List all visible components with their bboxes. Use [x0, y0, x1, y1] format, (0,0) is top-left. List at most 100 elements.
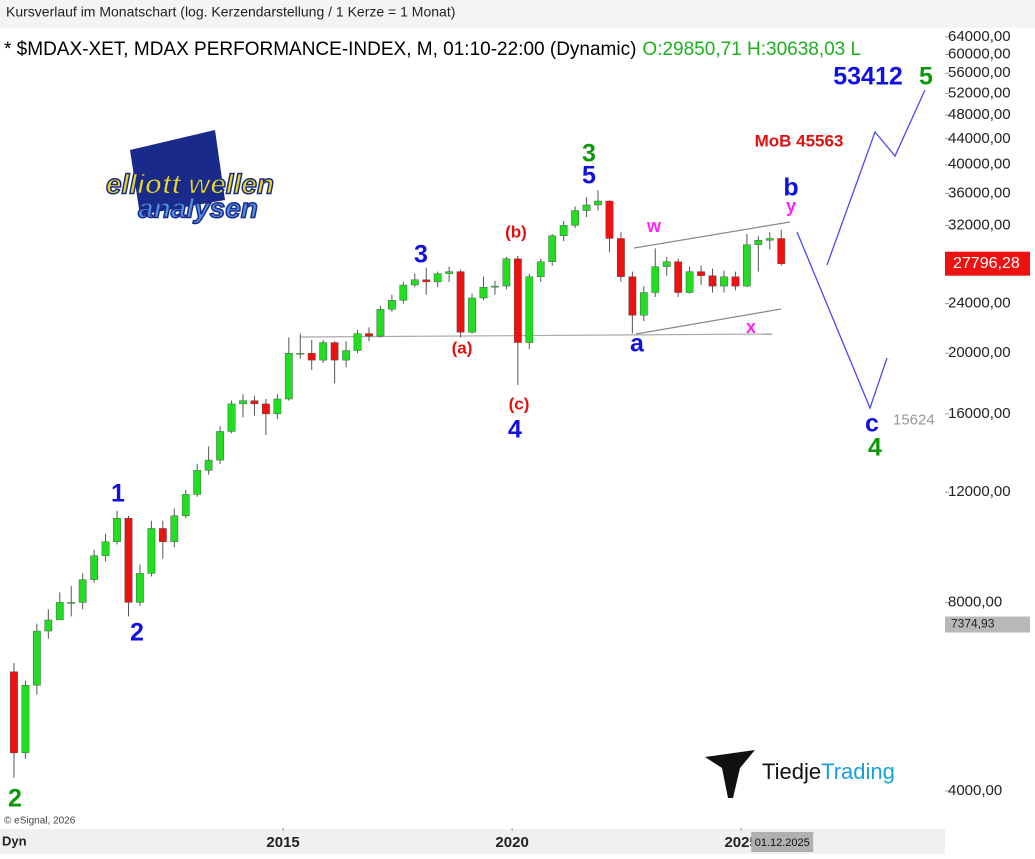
- last-price-label: 27796,28: [953, 255, 1020, 272]
- candle-body: [617, 238, 625, 277]
- date-label: 01.12.2025: [755, 837, 810, 849]
- header-bar: [0, 0, 1035, 28]
- copyright: © eSignal, 2026: [4, 816, 76, 827]
- candle-body: [101, 541, 110, 556]
- y-tick-label: 4000,00: [948, 782, 1002, 799]
- logo-tiedje: TiedjeTrading: [705, 750, 895, 798]
- axis-layer: 4000,00 8000,00 12000,00 16000,00 20000,00 24…: [893, 28, 1030, 799]
- title: * $MDAX-XET, MDAX PERFORMANCE-INDEX, M, …: [4, 39, 861, 60]
- wave-label: x: [746, 317, 756, 337]
- candle-body: [571, 210, 579, 226]
- candle-body: [273, 398, 282, 415]
- candle-body: [628, 276, 637, 316]
- y-tick-label: 64000,00: [948, 28, 1011, 45]
- candle-body: [376, 309, 385, 337]
- last-price-box: [945, 251, 1030, 276]
- ref-level-label: 7374,93: [951, 617, 995, 631]
- candle-body: [239, 400, 247, 405]
- wave-label: w: [646, 216, 662, 236]
- candle-body: [548, 235, 557, 262]
- logo-text: elliott wellen: [106, 168, 274, 199]
- title-text: * $MDAX-XET, MDAX PERFORMANCE-INDEX, M, …: [4, 39, 636, 60]
- candle-body: [353, 333, 362, 351]
- candle-body: [456, 271, 465, 333]
- y-tick-label: 52000,00: [948, 84, 1011, 101]
- channel-bottom: [635, 308, 782, 335]
- candle-body: [55, 602, 64, 621]
- candle-body: [388, 300, 396, 310]
- candle-body: [479, 286, 488, 299]
- y-tick-label: 16000,00: [948, 405, 1011, 422]
- wave-label: (b): [505, 222, 527, 241]
- wave-label: 3: [414, 241, 428, 269]
- x-tick-label: 2025: [724, 834, 757, 851]
- candle-body: [422, 279, 431, 283]
- y-tick-label: 36000,00: [948, 184, 1011, 201]
- wave-label: 4: [868, 434, 882, 462]
- y-tick-label: 32000,00: [948, 216, 1011, 233]
- candle-body: [445, 271, 454, 274]
- candle-body: [21, 685, 30, 754]
- date-box: [751, 832, 814, 852]
- candle-body: [433, 273, 442, 283]
- y-tick-label: 40000,00: [948, 156, 1011, 173]
- candle-body: [720, 276, 728, 287]
- ohlc-text: O:29850,71 H:30638,03 L: [642, 39, 861, 60]
- candle-body: [124, 518, 133, 603]
- candle-body: [685, 271, 694, 293]
- candle-body: [113, 518, 121, 542]
- candle-body: [502, 258, 511, 287]
- candle-body: [67, 602, 76, 604]
- candle-body: [708, 275, 717, 287]
- candle-body: [674, 261, 683, 293]
- candle-body: [250, 400, 259, 405]
- candle-body: [342, 350, 350, 361]
- channel-top: [633, 221, 791, 249]
- wave-label: 4: [508, 416, 522, 444]
- candle-body: [765, 238, 774, 241]
- wave-label: (c): [509, 394, 530, 413]
- candle-body: [697, 271, 705, 276]
- y-tick-label: 60000,00: [948, 45, 1011, 62]
- target-level-label: 15624: [893, 411, 935, 428]
- y-tick-label: 48000,00: [948, 106, 1011, 123]
- y-tick-label: 20000,00: [948, 344, 1011, 361]
- candle-body: [365, 333, 373, 337]
- target-label: MoB 45563: [755, 131, 844, 150]
- candle-body: [731, 276, 740, 287]
- x-tick-label: 2020: [495, 834, 528, 851]
- candle-body: [296, 353, 305, 355]
- candle-body: [158, 528, 167, 542]
- candle-body: [754, 240, 763, 245]
- candle-body: [410, 279, 419, 286]
- candle-body: [662, 261, 671, 267]
- y-tick-label: 12000,00: [948, 483, 1011, 500]
- candle-body: [181, 494, 190, 517]
- logo-text-b: Trading: [821, 759, 895, 784]
- candle-body: [262, 403, 270, 415]
- projection-down: [796, 231, 888, 410]
- wave-label: 5: [582, 162, 596, 190]
- projection-up: [826, 89, 926, 266]
- candle-body: [525, 276, 534, 343]
- wave-label: y: [786, 196, 796, 216]
- wave-label: 3: [582, 140, 596, 168]
- candle-body: [639, 292, 648, 316]
- candle-body: [594, 200, 602, 206]
- candle-body: [136, 573, 144, 603]
- candle-body: [284, 353, 293, 400]
- candle-body: [307, 353, 316, 361]
- target-label: 53412: [833, 63, 903, 91]
- candle-body: [90, 555, 98, 580]
- x-tick-label: 2015: [266, 834, 299, 851]
- wave-label: 2: [130, 619, 144, 647]
- candle-body: [777, 238, 786, 264]
- ref-level-box: [945, 616, 1030, 633]
- y-tick-label: 44000,00: [948, 130, 1011, 147]
- candle-body: [743, 244, 751, 287]
- candle-body: [582, 204, 591, 211]
- y-tick-label: 56000,00: [948, 64, 1011, 81]
- candle-body: [10, 671, 18, 754]
